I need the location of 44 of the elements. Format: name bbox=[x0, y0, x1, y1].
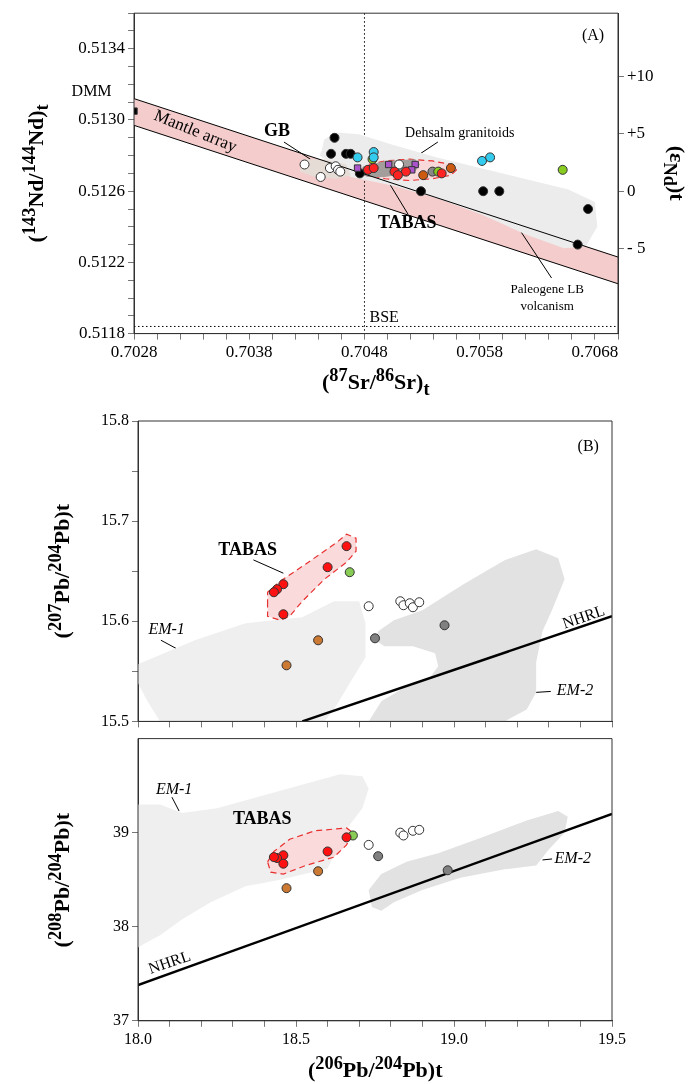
x-axis-title: ($^{87}$Sr/$^{86}$Sr)$_{t}$ bbox=[322, 364, 430, 400]
text: NHRL bbox=[145, 946, 193, 977]
y-tick-label: 38 bbox=[113, 916, 129, 934]
x-tick-label: 0.7038 bbox=[225, 342, 273, 362]
annotation: (B) bbox=[577, 437, 599, 456]
ref-line-label: BSE bbox=[369, 307, 399, 325]
x-tick-label: 0.7048 bbox=[341, 342, 388, 362]
y-tick-label: 0.5122 bbox=[78, 251, 125, 271]
y-tick-label: 37 bbox=[113, 1011, 129, 1028]
annotation: Mantle array bbox=[151, 105, 241, 156]
x-tick-label: 0.7068 bbox=[571, 342, 619, 362]
x-tick-label: 18.5 bbox=[282, 1029, 310, 1047]
x-tick-label: 19.0 bbox=[440, 1029, 468, 1047]
x-axis-title: ($^{206}$Pb/$^{204}$Pb)t bbox=[308, 1053, 443, 1084]
annotation: EM-2 bbox=[555, 681, 594, 699]
x-tick-label: 18.0 bbox=[124, 1029, 152, 1047]
annotation: TABAS bbox=[377, 212, 437, 233]
annotation: (A) bbox=[581, 25, 605, 44]
y-tick-label: 0.5134 bbox=[78, 38, 126, 58]
annotation: Paleogene LB volcanism bbox=[510, 281, 585, 313]
y2-tick-label: +5 bbox=[627, 123, 646, 143]
text: NHRL bbox=[560, 601, 607, 632]
y2-tick-label: 0 bbox=[627, 180, 636, 200]
annotation: TABAS bbox=[232, 808, 292, 829]
y-tick-label: 15.6 bbox=[101, 611, 129, 629]
y-tick-label: 0.5130 bbox=[78, 109, 125, 129]
y-tick-label: 0.5118 bbox=[78, 323, 125, 343]
annotation: TABAS bbox=[218, 538, 278, 559]
y2-tick-label: +10 bbox=[627, 65, 654, 85]
y-tick-label: 39 bbox=[113, 822, 129, 840]
y-tick-label: 0.5126 bbox=[78, 180, 125, 200]
annotation: GB bbox=[263, 120, 290, 141]
y2-tick-label: - 5 bbox=[627, 238, 646, 258]
annotation: EM-1 bbox=[147, 619, 185, 637]
x-tick-label: 19.5 bbox=[598, 1029, 626, 1047]
y-tick-label: 15.7 bbox=[101, 511, 129, 529]
y-tick-label: 15.8 bbox=[101, 411, 129, 429]
annotation: EM-2 bbox=[553, 849, 592, 867]
y-tick-label: 15.5 bbox=[101, 711, 129, 729]
annotation: Dehsalm granitoids bbox=[405, 125, 515, 141]
x-tick-label: 0.7028 bbox=[110, 342, 158, 362]
text: DMM bbox=[71, 82, 112, 100]
annotation: EM-1 bbox=[154, 780, 193, 798]
x-tick-label: 0.7058 bbox=[456, 342, 504, 362]
